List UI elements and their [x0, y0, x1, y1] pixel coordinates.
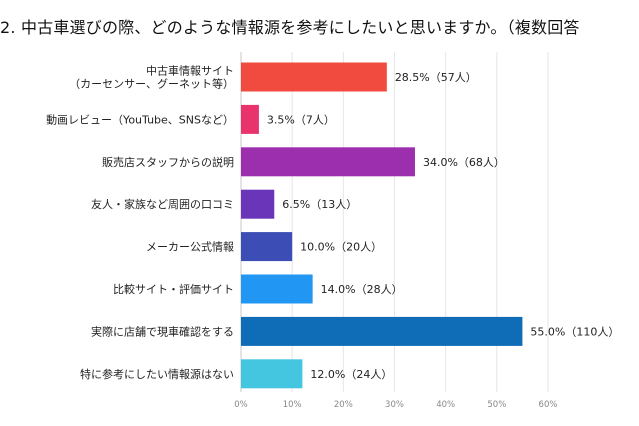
- category-label: 中古車情報サイト（カーセンサー、グーネット等）: [69, 64, 234, 91]
- bar-3: [241, 147, 415, 177]
- chart-title: 2. 中古車選びの際、どのような情報源を参考にしたいと思いますか。（複数回答: [0, 18, 580, 37]
- value-label: 12.0%（24人）: [310, 368, 392, 381]
- value-label: 34.0%（68人）: [423, 156, 505, 169]
- x-tick-label: 60%: [539, 400, 558, 410]
- category-label: メーカー公式情報: [146, 241, 234, 254]
- category-label: 動画レビュー（YouTube、SNSなど）: [46, 112, 234, 126]
- value-label: 14.0%（28人）: [321, 283, 403, 296]
- category-label: 販売店スタッフからの説明: [102, 155, 234, 169]
- category-label: 友人・家族など周囲の口コミ: [91, 197, 234, 211]
- x-tick-label: 30%: [385, 400, 404, 410]
- value-label: 3.5%（7人）: [267, 113, 335, 126]
- category-label: 比較サイト・評価サイト: [113, 282, 234, 296]
- bar-2: [241, 104, 259, 134]
- category-label: 実際に店舗で現車確認をする: [91, 324, 234, 338]
- x-tick-label: 50%: [487, 400, 506, 410]
- value-label: 55.0%（110人）: [530, 325, 619, 338]
- x-tick-label: 40%: [436, 400, 455, 410]
- x-tick-label: 20%: [334, 400, 353, 410]
- x-tick-label: 0%: [234, 400, 248, 410]
- bar-8: [241, 359, 303, 389]
- bar-5: [241, 232, 293, 262]
- value-label: 28.5%（57人）: [395, 71, 477, 84]
- bar-1: [241, 62, 387, 92]
- bar-6: [241, 274, 313, 304]
- x-tick-label: 10%: [283, 400, 302, 410]
- bar-7: [241, 316, 523, 346]
- bar-4: [241, 189, 275, 219]
- value-label: 6.5%（13人）: [282, 198, 357, 211]
- value-label: 10.0%（20人）: [300, 241, 382, 254]
- category-label: 特に参考にしたい情報源はない: [80, 367, 234, 381]
